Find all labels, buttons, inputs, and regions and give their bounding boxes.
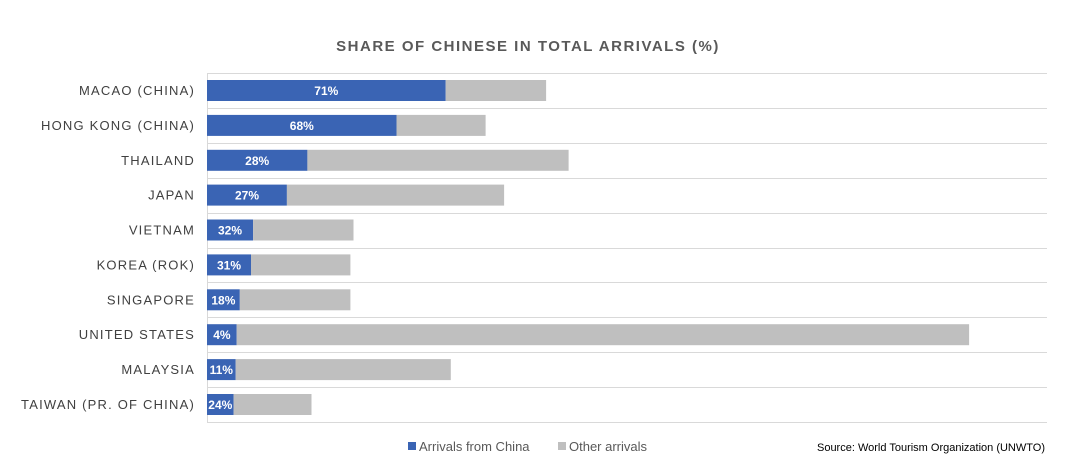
bar-arrivals-from-china — [207, 80, 446, 101]
bar-other-arrivals — [236, 324, 970, 346]
bar-other-arrivals — [233, 394, 312, 415]
bar-other-arrivals — [251, 254, 351, 276]
category-label: JAPAN — [148, 188, 195, 203]
category-label: KOREA (ROK) — [97, 257, 195, 272]
legend-swatch-china — [408, 442, 416, 450]
category-label: TAIWAN (PR. OF CHINA) — [21, 397, 195, 412]
bar-arrivals-from-china — [207, 324, 237, 346]
source-note: Source: World Tourism Organization (UNWT… — [817, 442, 1045, 454]
chart-title: SHARE OF CHINESE IN TOTAL ARRIVALS (%) — [336, 38, 720, 55]
legend-label-other: Other arrivals — [569, 439, 648, 454]
bar-other-arrivals — [235, 359, 451, 381]
legend-label-china: Arrivals from China — [419, 439, 530, 454]
data-label: 24% — [208, 398, 232, 412]
data-labels: 71% 68% 28% 27% 32% 31% 18% 4% 11% 24% — [208, 84, 338, 412]
bars — [207, 80, 970, 415]
bar-other-arrivals — [253, 219, 354, 241]
data-label: 31% — [217, 258, 241, 272]
data-label: 4% — [213, 328, 231, 342]
category-label: UNITED STATES — [79, 327, 195, 342]
bar-arrivals-from-china — [207, 114, 397, 136]
category-label: MALAYSIA — [121, 362, 195, 377]
bar-arrivals-from-china — [207, 289, 240, 311]
data-label: 71% — [314, 84, 338, 98]
bar-arrivals-from-china — [207, 359, 236, 381]
bar-arrivals-from-china — [207, 184, 287, 206]
data-label: 18% — [211, 293, 235, 307]
bar-arrivals-from-china — [207, 394, 234, 415]
bar-other-arrivals — [307, 149, 569, 171]
data-label: 27% — [235, 189, 259, 203]
category-label: VIETNAM — [129, 223, 195, 238]
data-label: 28% — [245, 154, 269, 168]
legend: Arrivals from China Other arrivals — [408, 439, 648, 454]
category-label: THAILAND — [121, 153, 195, 168]
data-label: 11% — [210, 363, 234, 377]
category-label: HONG KONG (CHINA) — [41, 118, 195, 133]
bar-other-arrivals — [239, 289, 351, 311]
category-label: MACAO (CHINA) — [79, 83, 195, 98]
bar-other-arrivals — [445, 80, 547, 101]
bar-other-arrivals — [286, 184, 505, 206]
data-label: 32% — [218, 224, 242, 238]
category-labels: MACAO (CHINA) HONG KONG (CHINA) THAILAND JA… — [21, 83, 195, 412]
bar-arrivals-from-china — [207, 254, 251, 276]
legend-swatch-other — [558, 442, 566, 450]
bar-other-arrivals — [396, 114, 486, 136]
category-label: SINGAPORE — [107, 292, 195, 307]
bar-arrivals-from-china — [207, 219, 254, 241]
bar-arrivals-from-china — [207, 149, 308, 171]
data-label: 68% — [290, 119, 314, 133]
